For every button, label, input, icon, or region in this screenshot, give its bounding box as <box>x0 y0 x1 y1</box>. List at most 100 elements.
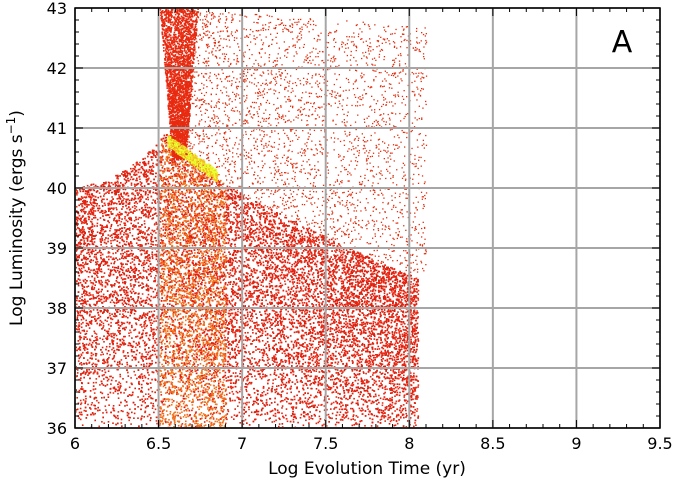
density-point-bulk <box>270 229 273 232</box>
density-point-bulk <box>275 251 278 254</box>
density-point-bulk <box>342 381 344 383</box>
density-point-bulk <box>285 227 287 230</box>
density-point-bulk <box>116 229 118 231</box>
density-point-bulk <box>95 358 97 360</box>
density-point-bulk <box>128 335 131 337</box>
density-point-bulk <box>383 292 386 295</box>
density-point-bulk <box>354 322 356 324</box>
density-point-bulk <box>89 313 91 316</box>
density-point-bulk <box>138 216 141 219</box>
density-point-bulk <box>204 236 206 238</box>
density-point-bulk <box>235 201 237 203</box>
density-point-bulk <box>402 304 405 306</box>
density-point-bulk <box>137 163 139 165</box>
density-point-bulk <box>222 262 224 264</box>
density-point-bulk <box>322 273 324 275</box>
density-point-bulk <box>101 226 103 228</box>
density-point-bulk <box>102 412 104 414</box>
density-point-bulk <box>356 337 358 339</box>
density-point-bulk <box>134 270 137 272</box>
density-point-bulk <box>183 177 186 179</box>
density-point-bulk <box>281 352 284 354</box>
density-point-bulk <box>415 317 418 320</box>
density-point-bulk <box>132 284 135 286</box>
density-point-bulk <box>272 332 275 334</box>
density-point-bulk <box>231 319 233 321</box>
density-point-bulk <box>331 378 334 381</box>
density-point-bulk <box>342 387 345 390</box>
density-point-bulk <box>321 273 323 275</box>
density-point-bulk <box>117 182 119 184</box>
density-point-bulk <box>378 285 380 287</box>
density-point-bulk <box>210 359 213 361</box>
density-point-bulk <box>340 328 343 330</box>
density-point-bulk <box>290 234 292 236</box>
density-point-bulk <box>342 248 345 251</box>
density-point-bulk <box>172 219 174 221</box>
density-point-bulk <box>374 310 376 313</box>
density-point-bulk <box>345 299 348 302</box>
density-point-bulk <box>243 206 246 208</box>
density-point-bulk <box>251 375 253 378</box>
density-point-bulk <box>310 243 312 245</box>
density-point-bulk <box>228 238 230 240</box>
density-point-bulk <box>183 308 185 311</box>
density-point-bulk <box>297 356 299 359</box>
density-point-bulk <box>268 265 271 268</box>
density-point-bulk <box>271 254 274 257</box>
density-point-bulk <box>397 274 399 276</box>
density-point-bulk <box>299 344 301 346</box>
density-point-bulk <box>284 261 287 264</box>
density-point-bulk <box>370 267 372 270</box>
density-point-bulk <box>86 184 89 187</box>
density-point-bulk <box>290 385 292 388</box>
density-point-bulk <box>86 240 89 242</box>
density-point-bulk <box>201 398 203 400</box>
density-point-bulk <box>197 285 200 288</box>
density-point-bulk <box>321 326 324 328</box>
density-point-bulk <box>135 209 138 211</box>
density-point-bulk <box>79 356 82 358</box>
density-point-bulk <box>262 285 264 288</box>
density-point-bulk <box>413 313 416 316</box>
density-point-bulk <box>348 382 350 385</box>
density-point-bulk <box>193 180 195 183</box>
density-point-bulk <box>266 242 269 245</box>
density-point-bulk <box>377 275 379 277</box>
density-point-bulk <box>416 317 419 319</box>
density-point-bulk <box>314 295 316 298</box>
density-point-bulk <box>309 375 311 378</box>
density-point-bulk <box>164 137 167 139</box>
density-point-bulk <box>94 371 96 373</box>
density-point-bulk <box>108 258 110 261</box>
density-point-bulk <box>313 330 316 332</box>
density-point-bulk <box>127 297 129 299</box>
density-point-bulk <box>212 221 214 224</box>
density-point-bulk <box>250 382 252 385</box>
density-point-bulk <box>245 375 248 378</box>
density-point-bulk <box>120 277 123 279</box>
density-point-bulk <box>336 346 339 349</box>
density-point-bulk <box>362 272 365 275</box>
density-point-bulk <box>94 332 96 334</box>
density-point-bulk <box>88 327 91 329</box>
density-point-bulk <box>166 218 169 220</box>
density-point-bulk <box>201 374 204 377</box>
density-point-bulk <box>323 423 325 426</box>
density-point-bulk <box>213 376 215 379</box>
density-point-bulk <box>397 311 399 313</box>
density-point-bulk <box>328 241 330 243</box>
density-point-bulk <box>265 299 267 302</box>
density-point-bulk <box>148 311 151 313</box>
density-point-bulk <box>387 372 389 374</box>
density-point-bulk <box>141 264 143 267</box>
density-point-bulk <box>323 362 326 365</box>
density-point-bulk <box>376 333 379 335</box>
density-point-bulk <box>317 236 320 238</box>
density-point-bulk <box>184 272 187 275</box>
density-point-bulk <box>109 235 112 237</box>
density-point-bulk <box>96 343 98 345</box>
density-point-bulk <box>167 228 170 231</box>
density-point-bulk <box>230 387 233 390</box>
